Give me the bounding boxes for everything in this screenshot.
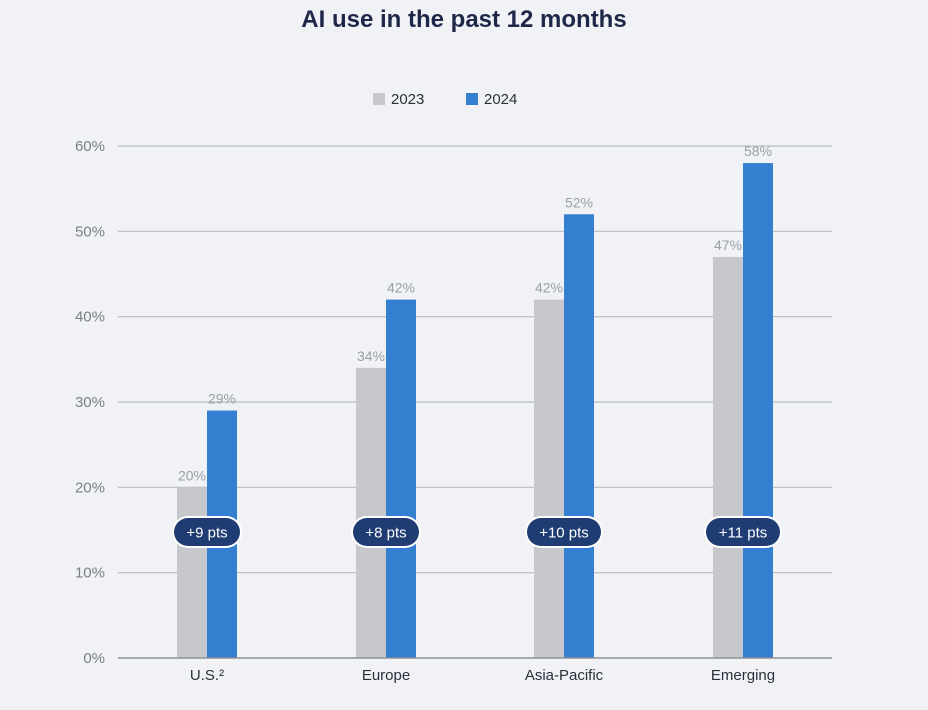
pill-label: +8 pts <box>365 525 406 542</box>
difference-pill: +9 pts <box>172 516 242 548</box>
legend-label-2023: 2023 <box>391 91 424 108</box>
pill-label: +11 pts <box>719 525 768 542</box>
legend-swatch-2024 <box>466 93 478 105</box>
y-tick-label: 60% <box>75 138 105 155</box>
data-label-2023: 42% <box>535 280 563 296</box>
y-tick-label: 0% <box>83 650 105 667</box>
bar-2024-2 <box>564 214 594 658</box>
data-label-2023: 34% <box>357 348 385 364</box>
y-tick-label: 10% <box>75 565 105 582</box>
bar-2023-3 <box>713 256 743 658</box>
data-label-2023: 47% <box>714 237 742 253</box>
bar-2024-1 <box>386 299 416 658</box>
pill-background <box>174 518 240 546</box>
bar-2024-3 <box>743 163 773 659</box>
pill-label: +9 pts <box>186 525 227 542</box>
legend: 2023 2024 <box>373 91 517 108</box>
difference-pill: +10 pts <box>525 516 603 548</box>
difference-annotations: +9 pts +8 pts +10 pts +11 pts <box>172 516 782 548</box>
difference-pill: +11 pts <box>704 516 782 548</box>
data-label-2024: 42% <box>387 280 415 296</box>
chart-title: AI use in the past 12 months <box>301 6 627 33</box>
bar-2023-2 <box>534 299 564 658</box>
pill-background <box>527 518 601 546</box>
value-labels: 20% 34% 42% 47% 29% 42% 52% 58% <box>178 143 772 483</box>
data-label-2024: 52% <box>565 194 593 210</box>
pill-background <box>706 518 780 546</box>
y-tick-label: 20% <box>75 479 105 496</box>
bar-2023-1 <box>356 367 386 658</box>
y-tick-label: 50% <box>75 223 105 240</box>
x-axis: U.S.² Europe Asia-Pacific Emerging <box>118 657 832 684</box>
data-label-2024: 58% <box>744 143 772 159</box>
data-label-2024: 29% <box>208 391 236 407</box>
legend-label-2024: 2024 <box>484 91 517 108</box>
y-tick-label: 30% <box>75 394 105 411</box>
data-label-2023: 20% <box>178 467 206 483</box>
y-tick-label: 40% <box>75 309 105 326</box>
x-tick-label: Emerging <box>711 667 775 684</box>
legend-swatch-2023 <box>373 93 385 105</box>
x-tick-label: Asia-Pacific <box>525 667 604 684</box>
x-tick-label: U.S.² <box>190 667 224 684</box>
difference-pill: +8 pts <box>351 516 421 548</box>
bar-2023-0 <box>177 487 207 658</box>
pill-background <box>353 518 419 546</box>
pill-label: +10 pts <box>539 525 589 542</box>
bars <box>177 163 773 659</box>
x-tick-label: Europe <box>362 667 410 684</box>
